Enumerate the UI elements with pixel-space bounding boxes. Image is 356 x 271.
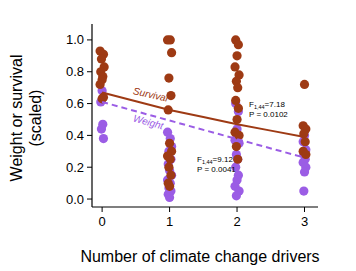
point [166, 155, 175, 164]
x-tick [304, 207, 305, 212]
y-axis-label: (scaled) [27, 90, 44, 147]
point [166, 35, 175, 44]
y-tick [87, 199, 92, 200]
annotation: P = 0.0102 [249, 110, 288, 119]
x-tick [169, 207, 170, 212]
x-tick [237, 207, 238, 212]
y-tick [87, 71, 92, 72]
point [300, 167, 309, 176]
series-label: Weight [132, 113, 166, 132]
point [97, 54, 106, 63]
point [99, 134, 108, 143]
x-tick-label: 1 [166, 214, 173, 229]
chart: Survival Weight 0 1 2 3 0.0 0.2 0.4 0.6 0.8 1.0 Numb… [0, 0, 356, 271]
point [97, 124, 106, 133]
annotation: F1,44=9.12 [197, 155, 233, 165]
y-tick-label: 0.4 [66, 128, 84, 143]
x-axis [92, 206, 318, 207]
point [233, 155, 242, 164]
point [95, 80, 104, 89]
x-tick-label: 2 [233, 214, 240, 229]
point [233, 155, 242, 164]
y-axis-label: Weight or survival [8, 55, 25, 182]
point [167, 48, 176, 57]
plot-data [95, 35, 310, 202]
point [165, 182, 174, 191]
point [164, 74, 173, 83]
annotation: F1,44=7.18 [249, 100, 285, 110]
point [167, 171, 176, 180]
series-label: Survival [132, 85, 170, 104]
point [231, 96, 240, 105]
point [301, 150, 310, 159]
point [300, 80, 309, 89]
x-tick-label: 0 [99, 214, 106, 229]
x-tick [102, 207, 103, 212]
x-axis-label: Number of climate change drivers [80, 248, 319, 265]
point [166, 155, 175, 164]
point [164, 163, 173, 172]
point [234, 40, 243, 49]
point [232, 51, 241, 60]
annotation: P = 0.0041 [197, 165, 236, 174]
x-tick-label: 3 [301, 214, 308, 229]
point [165, 139, 174, 148]
y-tick-label: 0.6 [66, 96, 84, 111]
point [233, 83, 242, 92]
scatter-series [95, 35, 310, 191]
y-tick [87, 167, 92, 168]
point [166, 171, 175, 180]
y-axis [91, 24, 92, 207]
y-tick-label: 1.0 [66, 32, 84, 47]
point [299, 186, 308, 195]
point [230, 62, 239, 71]
y-tick [87, 39, 92, 40]
point [232, 191, 241, 200]
scatter-series [96, 86, 310, 202]
point [234, 104, 243, 113]
y-tick-label: 0.8 [66, 64, 84, 79]
point [232, 142, 241, 151]
trend-line [102, 102, 304, 158]
point [234, 131, 243, 140]
y-tick [87, 103, 92, 104]
point [165, 193, 174, 202]
y-tick-label: 0.2 [66, 160, 84, 175]
y-tick-label: 0.0 [66, 192, 84, 207]
point [301, 137, 310, 146]
y-tick [87, 135, 92, 136]
